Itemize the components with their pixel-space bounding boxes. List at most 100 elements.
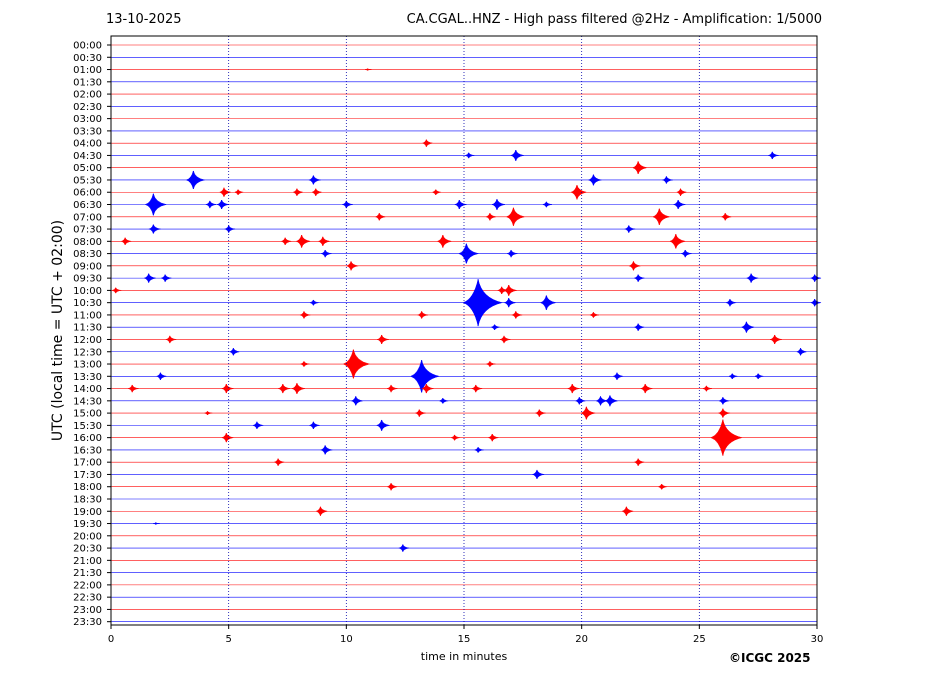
seismic-event [728,372,738,380]
seismic-event [718,396,730,406]
seismic-event [229,347,240,357]
y-tick-label: 21:30 [73,568,102,579]
seismic-event [409,360,440,393]
y-tick-label: 01:30 [73,77,102,88]
seismic-event [153,522,160,525]
y-tick-label: 09:00 [73,261,102,272]
seismic-event [673,199,686,210]
seismic-event [221,432,234,443]
seismic-event [185,169,205,190]
seismic-event [219,186,232,198]
y-tick-label: 13:00 [73,360,102,371]
y-tick-label: 11:00 [73,310,102,321]
seismic-event [318,236,331,247]
seismic-event [346,260,359,272]
y-tick-label: 17:00 [73,458,102,469]
seismic-event [432,188,442,196]
y-tick-label: 19:30 [73,519,102,530]
seismic-event [640,383,653,394]
seismic-event [721,212,732,222]
seismic-event [676,187,687,197]
seismic-event [567,383,580,394]
x-axis-ticks: 0 5 10 15 20 25 30 [108,625,824,645]
seismic-event [398,543,410,553]
seismic-event [511,310,523,320]
seismic-event [309,421,320,430]
seismic-event [299,310,311,320]
seismic-event [542,201,552,208]
x-tick-label: 20 [575,634,588,645]
y-tick-label: 07:30 [73,225,102,236]
seismic-event [710,419,743,456]
seismic-event [504,297,516,308]
y-tick-label: 23:30 [73,617,102,628]
seismic-event [499,335,511,344]
y-tick-label: 03:00 [73,114,102,125]
seismic-event [224,224,236,234]
x-tick-label: 25 [693,634,706,645]
y-tick-label: 22:00 [73,580,102,591]
seismic-event [281,237,292,246]
y-tick-label: 06:30 [73,200,102,211]
seismic-event [342,349,370,379]
seismic-event [796,347,807,357]
seismic-event [351,395,363,407]
y-tick-label: 12:30 [73,347,102,358]
seismic-event [532,469,545,480]
seismic-event [309,299,320,307]
y-tick-label: 00:30 [73,53,102,64]
seismic-event [651,207,670,226]
y-tick-label: 18:00 [73,482,102,493]
seismic-event [439,397,449,405]
seismic-event [770,334,782,345]
seismic-event [612,371,624,381]
vertical-grid [228,36,700,625]
seismic-event [474,446,484,454]
seismic-event [746,272,759,284]
seismic-event [535,408,546,418]
seismic-event [702,385,713,392]
seismic-event [741,320,755,334]
seismic-event [417,310,429,320]
seismic-event [292,187,304,197]
y-tick-label: 08:30 [73,249,102,260]
seismic-event [274,457,285,467]
seismic-event [491,323,501,331]
seismic-event [291,382,305,395]
seismic-event [810,273,822,283]
seismic-event [754,372,764,380]
x-axis-label: time in minutes [421,650,508,663]
y-tick-label: 01:00 [73,65,102,76]
seismic-event [205,200,217,209]
copyright-label: ©ICGC 2025 [729,651,811,665]
y-tick-label: 12:00 [73,335,102,346]
seismic-event [364,68,372,71]
seismic-event [422,138,433,148]
seismic-event [575,396,586,406]
seismic-event [725,298,737,307]
seismic-event [234,188,244,196]
seismic-event [278,383,291,394]
y-tick-label: 06:00 [73,188,102,199]
seismic-event [669,233,686,250]
seismic-event [148,223,161,235]
y-tick-label: 17:30 [73,470,102,481]
y-tick-label: 05:00 [73,163,102,174]
seismic-event [296,234,311,249]
seismic-event [342,200,353,209]
seismic-event [621,505,634,517]
y-tick-label: 02:00 [73,90,102,101]
seismic-event [505,206,525,227]
y-tick-label: 02:30 [73,102,102,113]
seismic-event [634,273,645,283]
y-tick-label: 20:30 [73,544,102,555]
seismic-event [507,249,518,258]
seismic-event [488,433,499,442]
y-tick-label: 16:30 [73,445,102,456]
seismic-event [485,212,497,222]
x-tick-label: 30 [811,634,824,645]
seismic-event [375,212,386,222]
seismic-event [465,152,475,159]
